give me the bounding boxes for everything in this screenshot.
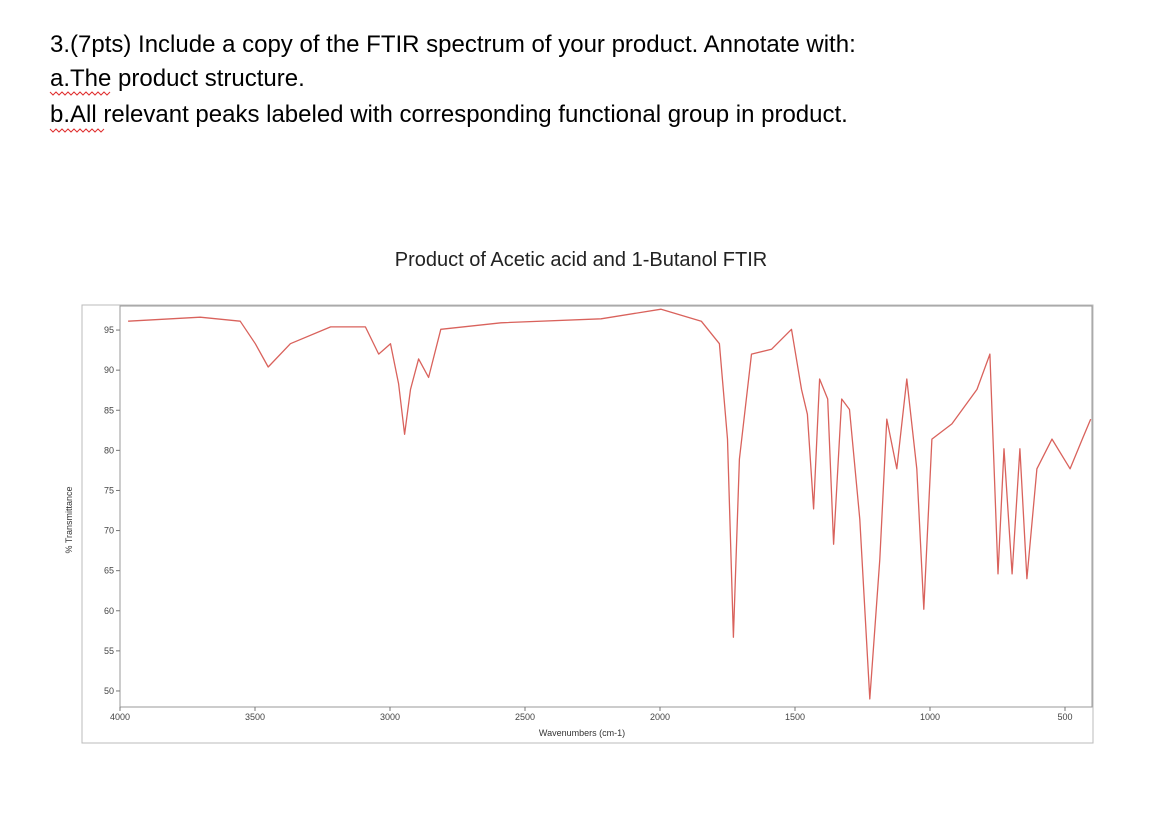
y-tick-label: 60 [104,606,114,616]
question-line: 3.(7pts) Include a copy of the FTIR spec… [50,31,856,58]
y-tick-label: 95 [104,325,114,335]
question-line: a.The product structure. [50,65,305,92]
chart-title: Product of Acetic acid and 1-Butanol FTI… [395,249,767,271]
question-line: b.All relevant peaks labeled with corres… [50,101,848,128]
y-axis-label: % Transmittance [64,486,74,553]
spectrum-line [128,308,1092,700]
x-tick-label: 2500 [515,712,535,722]
x-tick-label: 3500 [245,712,265,722]
y-tick-label: 90 [104,365,114,375]
x-tick-label: 4000 [110,712,130,722]
x-axis-label: Wavenumbers (cm-1) [539,728,625,738]
x-tick-label: 1500 [785,712,805,722]
x-tick-label: 1000 [920,712,940,722]
spell-underline [49,128,105,133]
spell-underline [49,91,111,96]
y-tick-label: 85 [104,405,114,415]
plot-area [119,305,1093,708]
x-tick-label: 2000 [650,712,670,722]
y-tick-label: 50 [104,686,114,696]
y-tick-label: 80 [104,445,114,455]
y-tick-label: 55 [104,646,114,656]
y-tick-label: 75 [104,485,114,495]
chart-frame [81,304,1094,744]
x-tick-label: 3000 [380,712,400,722]
y-tick-label: 70 [104,526,114,536]
y-tick-label: 65 [104,566,114,576]
x-tick-label: 500 [1057,712,1072,722]
